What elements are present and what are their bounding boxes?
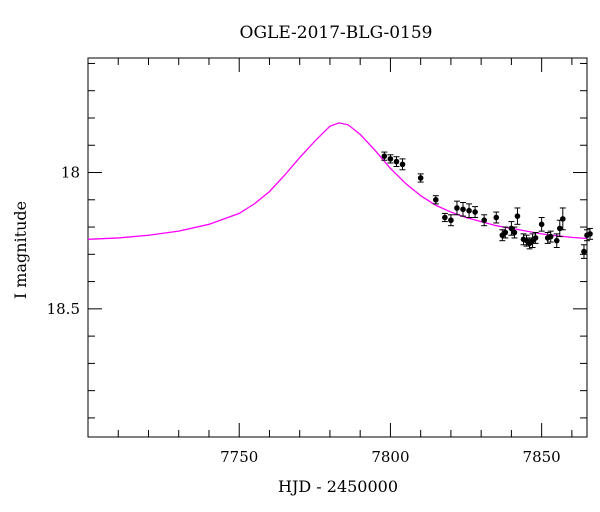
- x-tick-label: 7800: [371, 448, 409, 466]
- data-point: [547, 233, 554, 240]
- data-point: [581, 248, 587, 255]
- data-point: [466, 207, 472, 214]
- data-point: [417, 175, 424, 181]
- data-point: [556, 225, 563, 232]
- x-tick-label: 7750: [220, 448, 258, 466]
- data-point: [587, 231, 593, 237]
- data-point: [454, 205, 460, 211]
- data-point: [448, 217, 454, 224]
- data-point: [481, 217, 487, 224]
- data-point: [399, 161, 406, 168]
- data-point: [538, 221, 545, 228]
- data-point: [560, 216, 566, 222]
- data-point: [442, 214, 448, 221]
- x-tick-label: 7850: [523, 448, 561, 466]
- data-point: [493, 214, 500, 221]
- data-point: [502, 229, 509, 236]
- data-point: [511, 229, 518, 236]
- data-point: [432, 196, 439, 203]
- data-point: [460, 206, 466, 213]
- plot-frame: [87, 57, 588, 438]
- data-point: [514, 213, 521, 219]
- x-axis-label: HJD - 2450000: [278, 477, 398, 496]
- y-axis-label: I magnitude: [11, 201, 30, 299]
- y-tick-label: 18.5: [47, 300, 80, 318]
- data-point: [472, 209, 478, 215]
- data-point: [393, 158, 400, 165]
- plot-area: 7750 7800 7850 18 18.5: [47, 57, 594, 466]
- data-point: [553, 237, 560, 244]
- data-point: [532, 235, 539, 241]
- chart-title: OGLE-2017-BLG-0159: [240, 23, 433, 43]
- y-tick-label: 18: [61, 164, 80, 182]
- data-point: [387, 156, 394, 162]
- data-point: [381, 153, 388, 159]
